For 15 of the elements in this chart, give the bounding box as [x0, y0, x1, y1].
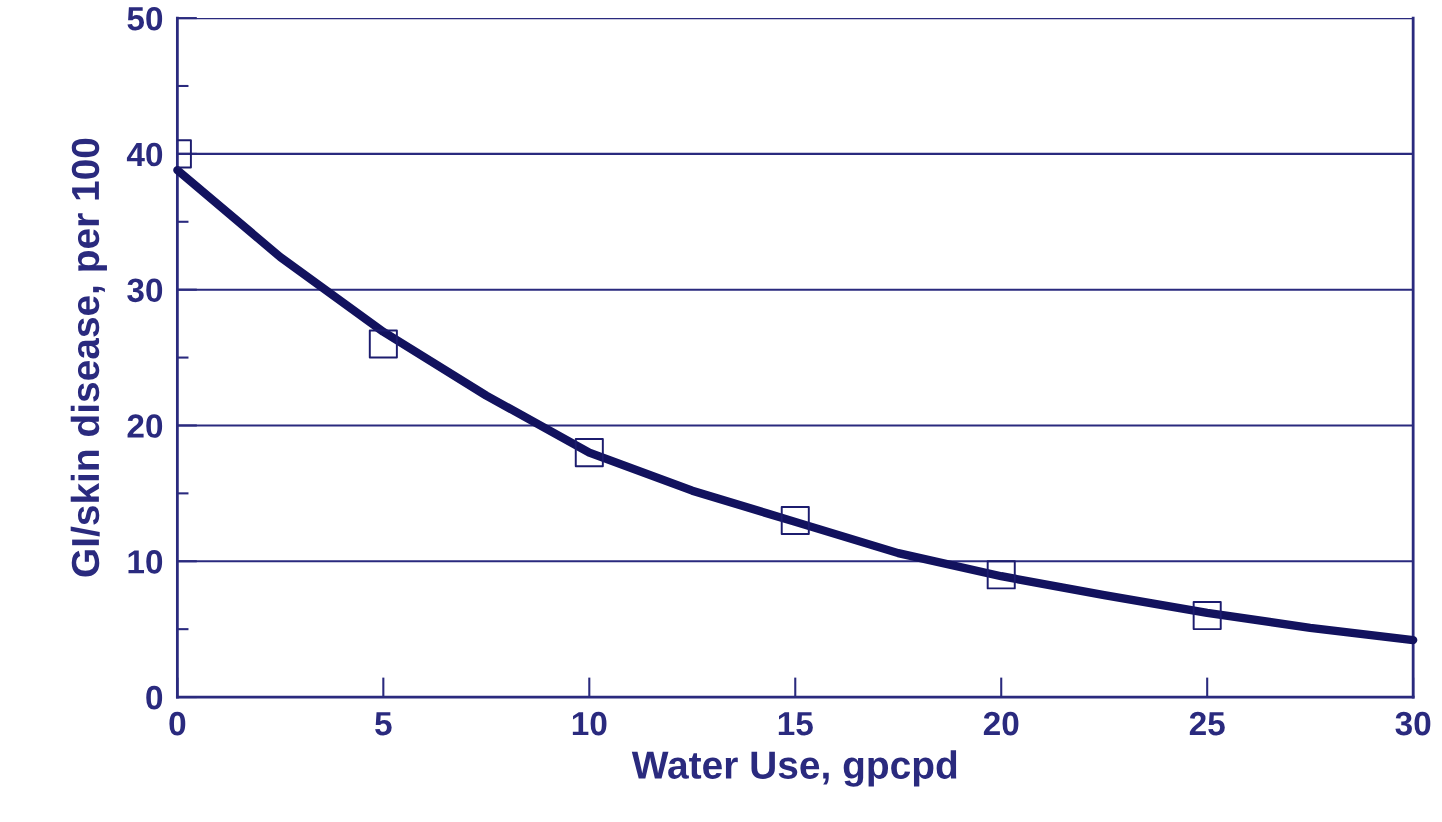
x-tick-label: 30: [1395, 711, 1431, 736]
y-tick-label: 20: [127, 414, 163, 438]
y-tick-label: 30: [127, 278, 163, 303]
x-tick-label: 15: [778, 712, 813, 736]
y-tick-label: 40: [126, 142, 163, 167]
x-tick-label: 0: [169, 711, 186, 736]
x-axis-title: Water Use, gpcpd: [631, 750, 957, 787]
y-tick-label: 50: [127, 6, 163, 31]
x-tick-label: 5: [375, 712, 392, 736]
y-tick-label: 10: [128, 550, 163, 574]
x-tick-label: 25: [1189, 711, 1225, 736]
y-axis-title: GI/skin disease, per 100: [70, 138, 107, 577]
y-tick-label: 0: [146, 685, 163, 710]
x-tick-label: 10: [572, 711, 607, 736]
x-tick-label: 20: [983, 711, 1019, 736]
